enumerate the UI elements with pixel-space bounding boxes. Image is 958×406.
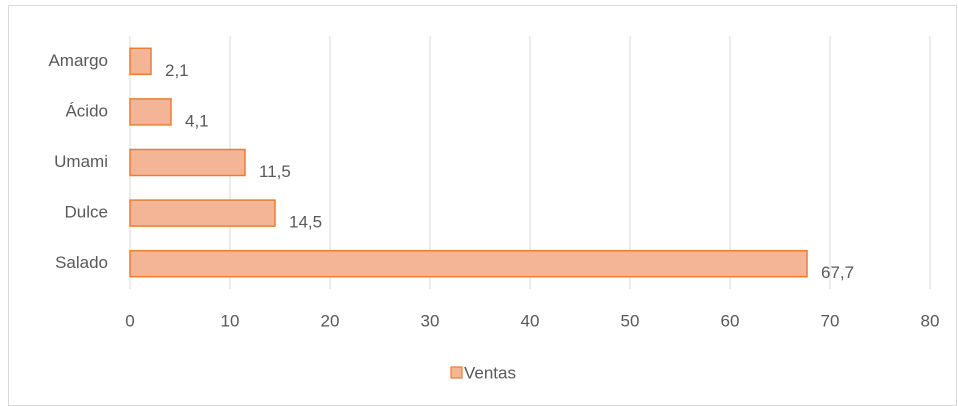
x-tick-label: 20 [321,311,340,330]
bar [129,199,276,227]
x-tick-label: 60 [721,311,740,330]
data-label: 14,5 [289,213,322,232]
legend-label: Ventas [464,363,516,382]
bar [129,98,172,126]
x-tick-label: 10 [221,311,240,330]
x-tick-label: 40 [521,311,540,330]
data-label: 2,1 [165,61,189,80]
x-tick-label: 0 [125,311,134,330]
bar [129,148,246,177]
x-tick-label: 30 [421,311,440,330]
bar [129,47,152,76]
y-tick-label: Dulce [65,203,108,222]
data-label: 4,1 [185,111,209,130]
y-tick-label: Amargo [48,51,108,70]
x-tick-label: 70 [821,311,840,330]
bar [129,249,808,278]
data-label: 11,5 [259,162,291,181]
legend-swatch [450,366,463,379]
x-tick-label: 50 [621,311,640,330]
y-tick-label: Ácido [65,101,108,120]
x-tick-label: 80 [921,311,940,330]
data-label: 67,7 [821,263,854,282]
y-tick-label: Umami [54,152,108,171]
y-tick-label: Salado [55,253,108,272]
